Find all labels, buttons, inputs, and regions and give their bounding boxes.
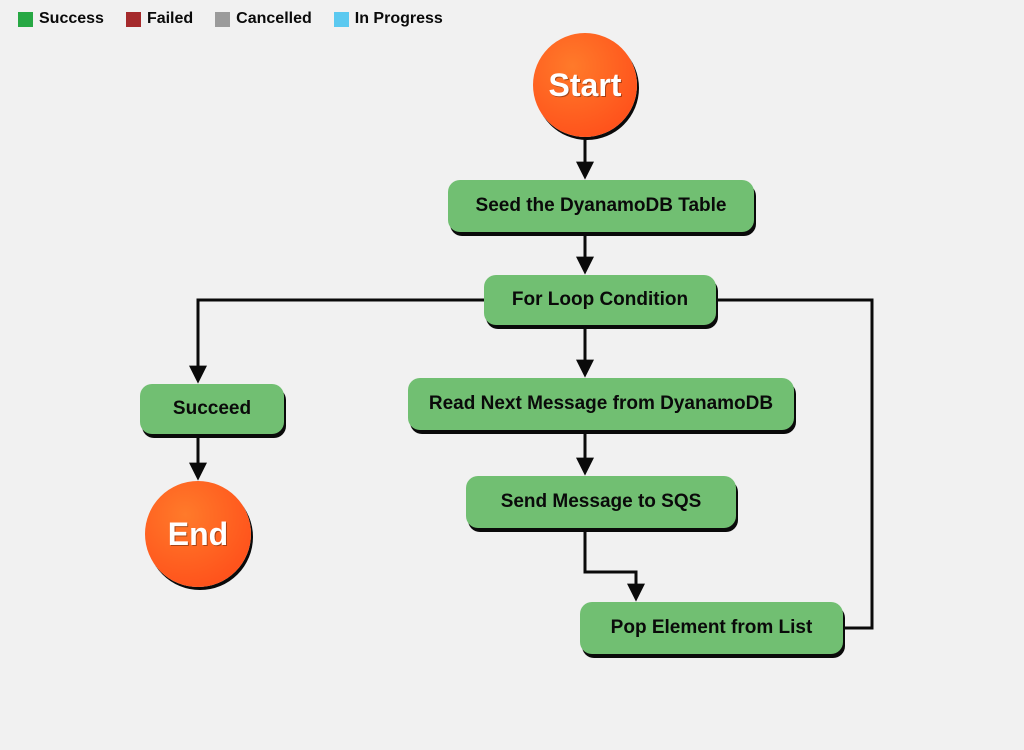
legend-label: Cancelled [236,10,312,28]
node-pop: Pop Element from List [580,602,843,654]
legend: Success Failed Cancelled In Progress [18,10,443,28]
edge-loop-succeed [198,300,484,380]
edge-pop-loop [692,300,872,628]
legend-swatch [334,12,349,27]
node-end: End [145,481,251,587]
node-seed: Seed the DyanamoDB Table [448,180,754,232]
edge-send-pop [585,532,636,598]
node-succeed: Succeed [140,384,284,434]
legend-item-failed: Failed [126,10,193,28]
node-start: Start [533,33,637,137]
legend-swatch [126,12,141,27]
legend-label: Success [39,10,104,28]
legend-swatch [215,12,230,27]
node-send: Send Message to SQS [466,476,736,528]
node-read: Read Next Message from DyanamoDB [408,378,794,430]
legend-item-success: Success [18,10,104,28]
legend-item-in-progress: In Progress [334,10,443,28]
legend-item-cancelled: Cancelled [215,10,312,28]
legend-swatch [18,12,33,27]
node-loop: For Loop Condition [484,275,716,325]
legend-label: Failed [147,10,193,28]
legend-label: In Progress [355,10,443,28]
edges-layer [0,0,1024,750]
